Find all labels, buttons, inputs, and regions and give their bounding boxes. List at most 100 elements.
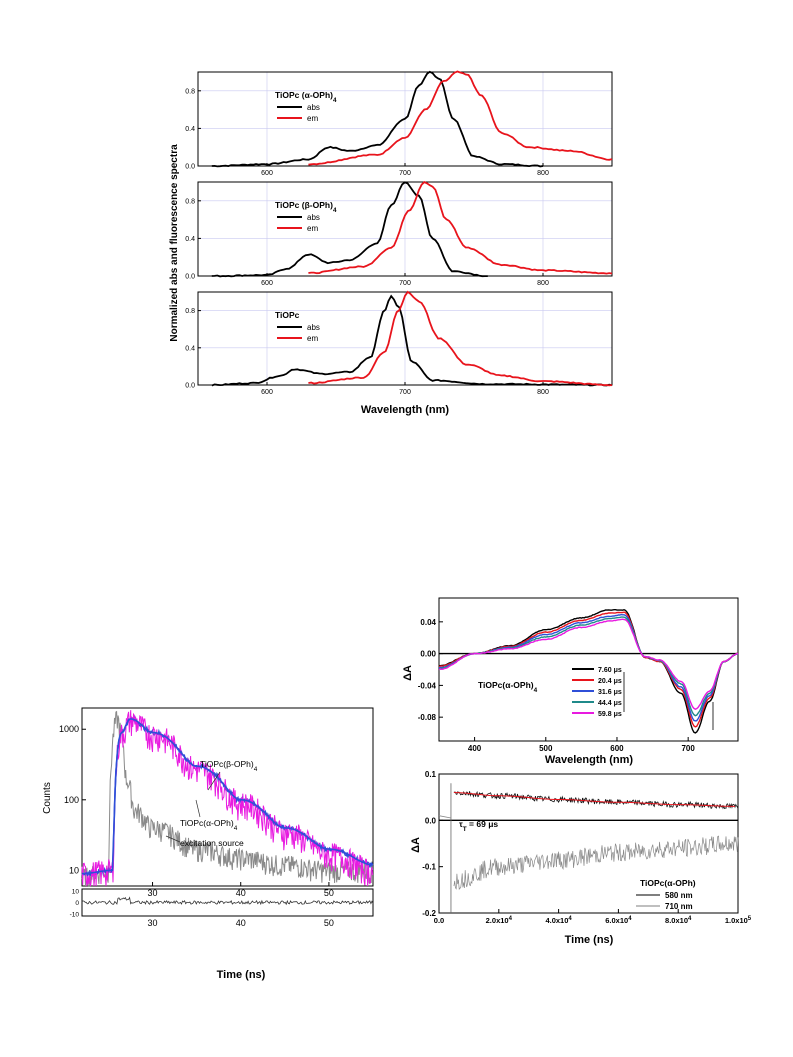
y-tick-label: 10 [69, 865, 79, 875]
panel-compound-label: TiOPc (β-OPh)4 [275, 200, 337, 214]
panel-compound-label: TiOPc (α-OPh)4 [275, 90, 337, 104]
spectrum-line-em [308, 290, 613, 387]
legend-label: 710 nm [665, 902, 693, 911]
y-tick-label: -0.04 [418, 681, 437, 690]
panel-compound-label: TiOPc [275, 310, 300, 320]
x-tick-label: 30 [148, 918, 158, 928]
y-tick-label: 0.0 [425, 816, 437, 825]
legend-label: abs [307, 213, 320, 222]
x-tick-label: 500 [539, 744, 553, 753]
residual-tick-label: -10 [70, 912, 80, 919]
x-tick-label: 50 [324, 888, 334, 898]
residual-line [81, 896, 374, 906]
x-tick-label: 600 [261, 280, 273, 287]
fig1-xlabel: Wavelength (nm) [361, 404, 450, 416]
x-tick-label: 40 [236, 918, 246, 928]
x-tick-label: 800 [537, 389, 549, 396]
spectrum-line [438, 613, 739, 722]
pre-trigger-line [438, 815, 452, 819]
x-tick-label: 800 [537, 170, 549, 177]
legend-label: 7.60 μs [598, 667, 622, 674]
source-pointer [165, 835, 181, 843]
x-tick-label: 600 [261, 389, 273, 396]
x-tick-label: 800 [537, 280, 549, 287]
legend-label: abs [307, 323, 320, 332]
trace-710nm [453, 835, 739, 891]
beta-pointer [207, 771, 221, 791]
fig2-xlabel: Time (ns) [217, 969, 266, 981]
fig1-ylabel: Normalized abs and fluorescence spectra [169, 144, 180, 342]
spectrum-line-em [308, 181, 613, 275]
y-tick-label: 0.0 [185, 383, 195, 390]
y-tick-label: 0.8 [185, 88, 195, 95]
y-tick-label: 0.4 [185, 345, 195, 352]
fig3-ylabel: ΔA [402, 665, 414, 681]
fit-580nm [453, 792, 736, 807]
y-tick-label: 0.0 [185, 164, 195, 171]
y-tick-label: 0.1 [425, 770, 437, 779]
legend-label: em [307, 334, 318, 343]
legend-label: 20.4 μs [598, 678, 622, 685]
y-tick-label: 100 [64, 795, 79, 805]
x-tick-label: 30 [148, 888, 158, 898]
legend-label: em [307, 114, 318, 123]
compound-label: TiOPc(α-OPh) [640, 878, 696, 888]
y-tick-label: 0.8 [185, 198, 195, 205]
x-tick-label: 700 [399, 170, 411, 177]
x-tick-label: 8.0x104 [665, 916, 692, 925]
legend-label: 31.6 μs [598, 689, 622, 696]
residual-tick-label: 10 [72, 889, 80, 896]
plot-frame [81, 707, 374, 887]
x-tick-label: 700 [399, 389, 411, 396]
x-tick-label: 2.0x104 [486, 916, 513, 925]
spectrum-line [439, 616, 739, 717]
alpha-pointer [195, 799, 201, 818]
y-tick-label: 0.0 [185, 274, 195, 281]
residual-tick-label: 0 [75, 900, 79, 907]
kinetics-figure: ΔA Time (ns) 0.10.0-0.1-0.20.0 2.0x104 4.0… [410, 770, 752, 946]
x-tick-label: 400 [468, 744, 482, 753]
y-tick-label: -0.08 [418, 713, 437, 722]
y-tick-label: -0.2 [422, 909, 436, 918]
legend-label: em [307, 224, 318, 233]
fit-line [82, 718, 374, 875]
x-tick-label: 600 [610, 744, 624, 753]
spectrum-panel: 0.0 0.4 0.8 600 700 800 TiOPc abs em [185, 290, 613, 396]
x-tick-label: 600 [261, 170, 273, 177]
legend-label: 59.8 μs [598, 711, 622, 718]
spectrum-line-abs [211, 70, 544, 168]
y-tick-label: -0.1 [422, 863, 436, 872]
y-tick-label: 0.8 [185, 308, 195, 315]
compound-label: TiOPc(α-OPh)4 [478, 680, 538, 694]
legend-label: 44.4 μs [598, 700, 622, 707]
fig4-xlabel: Time (ns) [565, 934, 614, 946]
fig4-ylabel: ΔA [410, 837, 422, 853]
x-tick-label: 0.0 [434, 916, 444, 925]
y-tick-label: 0.00 [420, 650, 436, 659]
x-tick-label: 40 [236, 888, 246, 898]
x-tick-label: 4.0x104 [545, 916, 572, 925]
decay-line [81, 710, 374, 887]
fig2-ylabel: Counts [42, 782, 53, 814]
absorption-emission-figure: Normalized abs and fluorescence spectra … [169, 70, 613, 416]
x-tick-label: 50 [324, 918, 334, 928]
spectrum-line-abs [211, 294, 613, 387]
x-tick-label: 700 [399, 280, 411, 287]
y-tick-label: 0.4 [185, 236, 195, 243]
trace-580nm [453, 790, 739, 810]
x-tick-label: 6.0x104 [605, 916, 632, 925]
fig3-xlabel: Wavelength (nm) [545, 754, 634, 766]
transient-spectra-figure: ΔA Wavelength (nm) 0.04 0.00 -0.04 -0.08 400… [402, 597, 739, 766]
spectrum-line [438, 618, 739, 710]
x-tick-label: 1.0x105 [725, 916, 752, 925]
legend-label: 580 nm [665, 891, 693, 900]
alpha-label: TiOPc(α-OPh)4 [180, 818, 238, 832]
y-tick-label: 0.04 [420, 618, 436, 627]
x-tick-label: 700 [681, 744, 695, 753]
spectrum-line-abs [211, 181, 488, 278]
legend-label: abs [307, 103, 320, 112]
